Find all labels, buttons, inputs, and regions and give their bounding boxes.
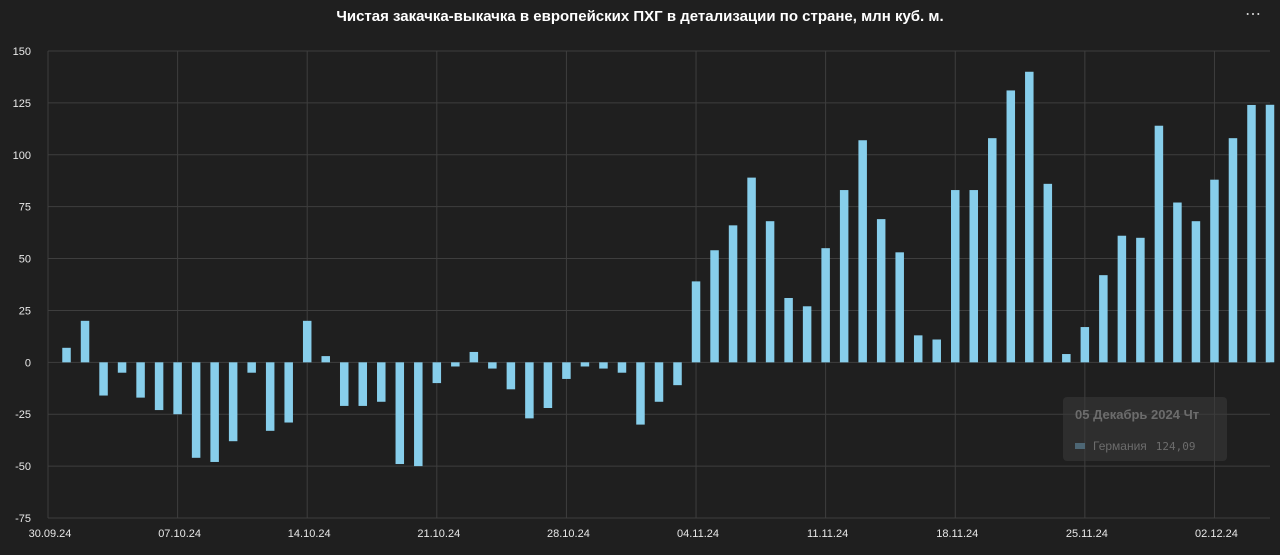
bar[interactable] bbox=[765, 221, 775, 363]
bar[interactable] bbox=[1228, 138, 1238, 363]
bar[interactable] bbox=[950, 190, 960, 363]
bar[interactable] bbox=[802, 306, 812, 363]
bar[interactable] bbox=[580, 362, 590, 367]
bar[interactable] bbox=[969, 190, 979, 363]
bar[interactable] bbox=[321, 356, 330, 363]
tooltip-row: Германия 124,09 bbox=[1075, 439, 1196, 453]
y-tick-label: -50 bbox=[15, 461, 31, 473]
tooltip-series-swatch bbox=[1075, 443, 1085, 449]
bar[interactable] bbox=[1191, 221, 1201, 363]
bar[interactable] bbox=[173, 362, 182, 415]
y-tick-label: 25 bbox=[19, 305, 31, 317]
bar[interactable] bbox=[265, 362, 275, 431]
bar[interactable] bbox=[1117, 235, 1127, 363]
bar[interactable] bbox=[913, 335, 923, 363]
bar[interactable] bbox=[543, 362, 553, 408]
x-tick-label: 25.11.24 bbox=[1066, 528, 1108, 540]
bar[interactable] bbox=[136, 362, 145, 398]
bar[interactable] bbox=[858, 140, 867, 363]
bar[interactable] bbox=[932, 339, 941, 363]
bar[interactable] bbox=[599, 362, 608, 369]
bar[interactable] bbox=[80, 320, 90, 363]
bar[interactable] bbox=[617, 362, 627, 373]
bar[interactable] bbox=[876, 219, 886, 363]
bar[interactable] bbox=[1173, 202, 1182, 363]
bar[interactable] bbox=[747, 177, 756, 363]
bar[interactable] bbox=[488, 362, 497, 369]
bar[interactable] bbox=[710, 250, 719, 363]
y-tick-label: 100 bbox=[13, 150, 31, 162]
bar[interactable] bbox=[117, 362, 127, 373]
y-tick-label: 0 bbox=[25, 357, 31, 369]
bar[interactable] bbox=[1025, 71, 1034, 363]
bar[interactable] bbox=[839, 190, 849, 363]
y-tick-label: 150 bbox=[13, 46, 31, 58]
bar[interactable] bbox=[469, 351, 479, 363]
bar[interactable] bbox=[1136, 237, 1145, 363]
bar[interactable] bbox=[247, 362, 256, 373]
bar[interactable] bbox=[636, 362, 645, 425]
bar[interactable] bbox=[1099, 275, 1108, 363]
bar[interactable] bbox=[1006, 90, 1016, 363]
x-tick-label: 02.12.24 bbox=[1195, 528, 1238, 540]
bar[interactable] bbox=[99, 362, 108, 396]
bar[interactable] bbox=[784, 297, 793, 363]
chart-title: Чистая закачка-выкачка в европейских ПХГ… bbox=[336, 8, 944, 25]
bar[interactable] bbox=[728, 225, 738, 363]
bar[interactable] bbox=[988, 138, 997, 363]
y-tick-label: -25 bbox=[15, 409, 31, 421]
bar[interactable] bbox=[414, 362, 423, 467]
bar[interactable] bbox=[1080, 327, 1090, 363]
bar[interactable] bbox=[228, 362, 238, 442]
bar[interactable] bbox=[1154, 125, 1164, 363]
x-tick-label: 07.10.24 bbox=[158, 528, 201, 540]
y-tick-label: 125 bbox=[13, 98, 31, 110]
bar[interactable] bbox=[339, 362, 349, 406]
x-tick-label: 04.11.24 bbox=[677, 528, 719, 540]
bar[interactable] bbox=[506, 362, 516, 390]
x-tick-label: 18.11.24 bbox=[936, 528, 978, 540]
bar[interactable] bbox=[210, 362, 219, 462]
tooltip-value: 124,09 bbox=[1155, 439, 1196, 453]
bar[interactable] bbox=[377, 362, 386, 402]
bar[interactable] bbox=[525, 362, 534, 419]
x-tick-label: 11.11.24 bbox=[807, 528, 848, 540]
bar[interactable] bbox=[562, 362, 571, 379]
bar[interactable] bbox=[395, 362, 405, 465]
x-tick-label: 14.10.24 bbox=[288, 528, 331, 540]
bar[interactable] bbox=[1062, 354, 1071, 363]
bar[interactable] bbox=[62, 347, 71, 363]
bar[interactable] bbox=[673, 362, 682, 386]
bar[interactable] bbox=[154, 362, 164, 411]
bar[interactable] bbox=[1210, 179, 1219, 363]
bar[interactable] bbox=[432, 362, 442, 384]
tooltip-date: 05 Декабрь 2024 Чт bbox=[1075, 407, 1200, 422]
x-tick-label: 21.10.24 bbox=[417, 528, 460, 540]
x-tick-label: 30.09.24 bbox=[29, 528, 72, 540]
bar[interactable] bbox=[1265, 104, 1275, 363]
bar[interactable] bbox=[451, 362, 460, 367]
bar[interactable] bbox=[1247, 104, 1256, 363]
more-horizontal-icon[interactable]: ⋯ bbox=[1245, 6, 1262, 23]
y-tick-label: -75 bbox=[15, 513, 31, 525]
y-tick-label: 75 bbox=[19, 202, 31, 214]
bar[interactable] bbox=[1043, 183, 1053, 363]
bar[interactable] bbox=[284, 362, 293, 423]
bar[interactable] bbox=[821, 248, 830, 363]
y-tick-label: 50 bbox=[19, 254, 31, 266]
bar[interactable] bbox=[691, 281, 701, 363]
bar[interactable] bbox=[358, 362, 368, 406]
bar[interactable] bbox=[302, 320, 312, 363]
tooltip: 05 Декабрь 2024 Чт Германия 124,09 bbox=[1063, 397, 1227, 461]
bar[interactable] bbox=[654, 362, 664, 402]
x-tick-label: 28.10.24 bbox=[547, 528, 590, 540]
tooltip-series-name: Германия bbox=[1093, 439, 1147, 453]
bar[interactable] bbox=[191, 362, 201, 458]
bar[interactable] bbox=[895, 252, 904, 363]
